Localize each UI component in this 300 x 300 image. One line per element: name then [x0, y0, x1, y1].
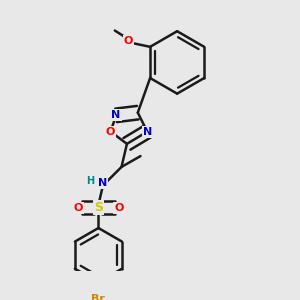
Text: O: O	[124, 36, 133, 46]
Text: O: O	[106, 127, 115, 136]
Text: O: O	[74, 203, 83, 213]
Text: Br: Br	[92, 294, 105, 300]
Text: N: N	[111, 110, 121, 120]
Text: O: O	[114, 203, 124, 213]
Text: N: N	[98, 178, 107, 188]
Text: S: S	[94, 201, 103, 214]
Text: N: N	[143, 127, 152, 136]
Text: H: H	[86, 176, 94, 185]
